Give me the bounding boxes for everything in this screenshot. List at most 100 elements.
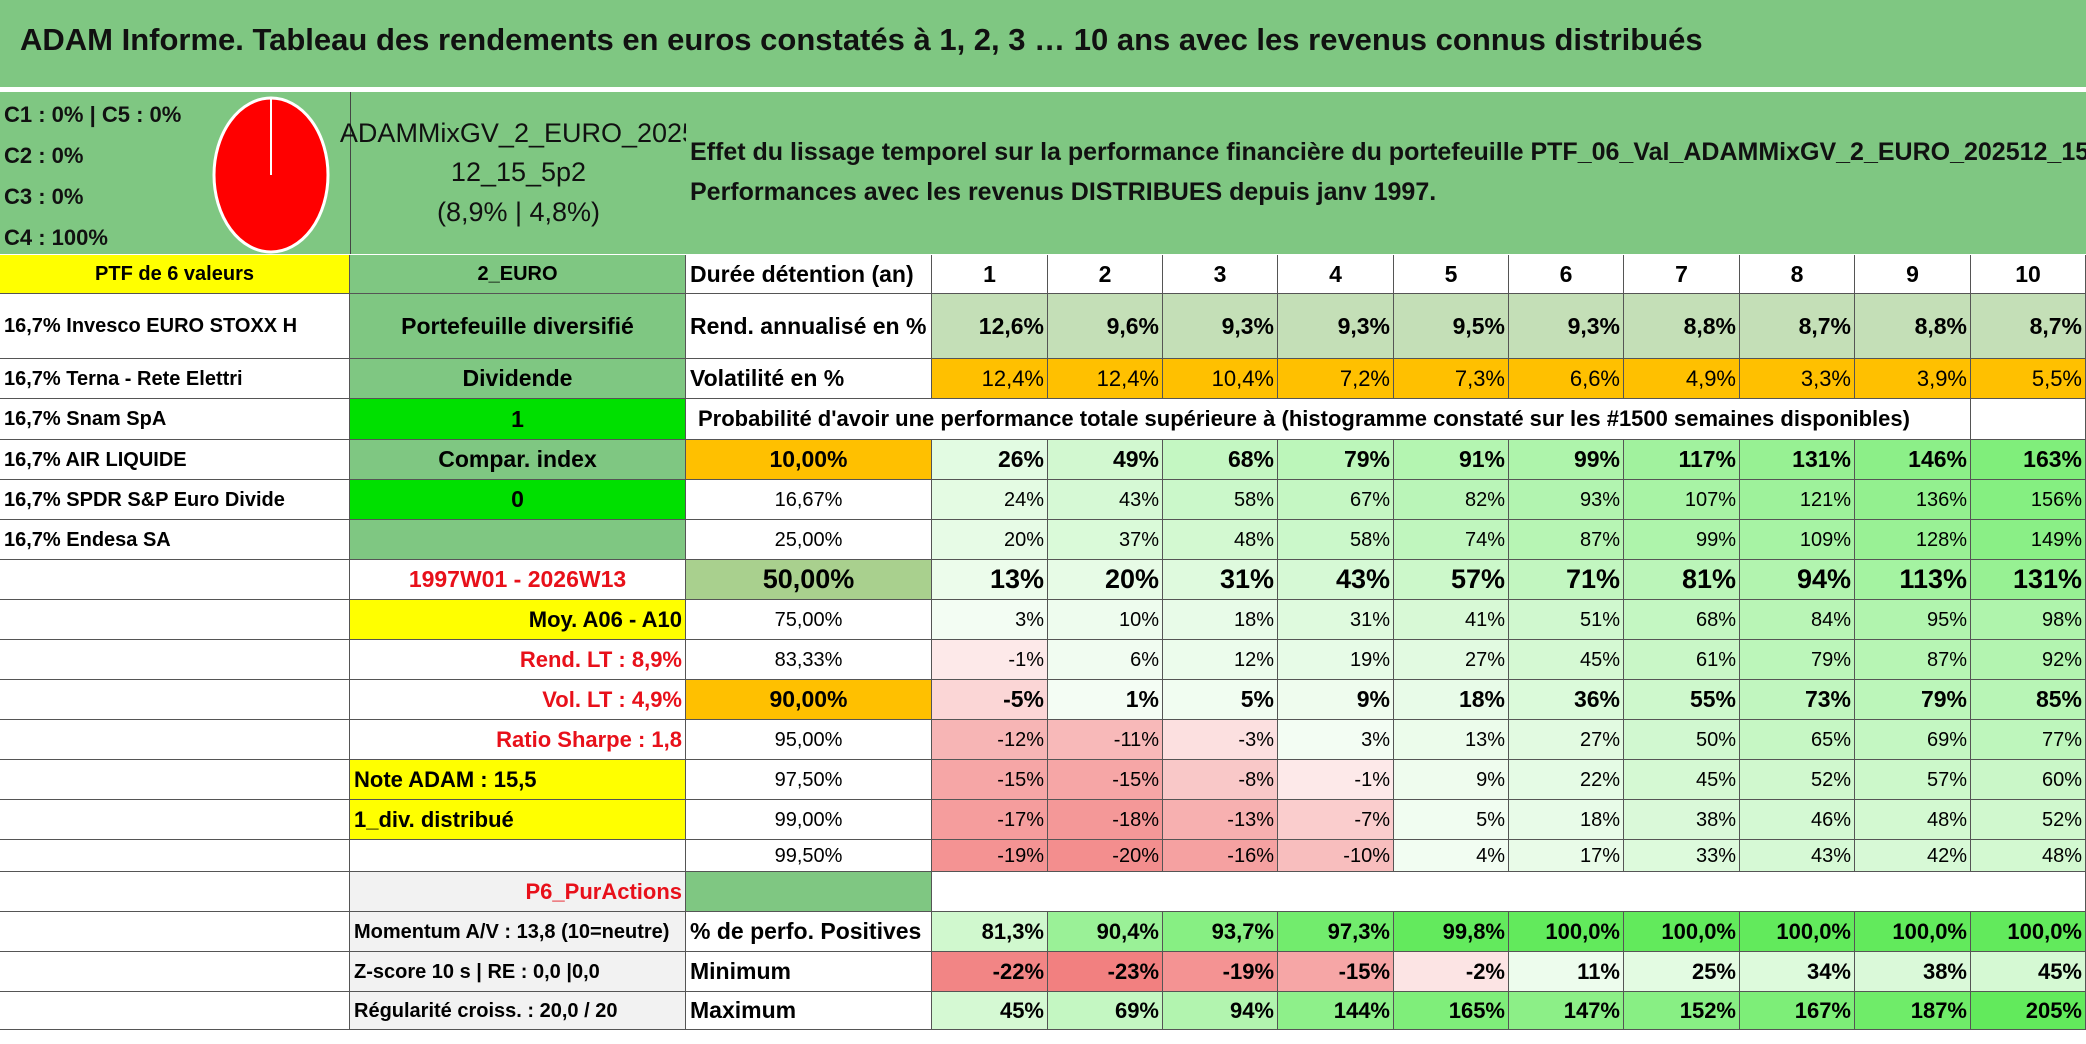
prob-value[interactable]: 13% [1394, 720, 1509, 760]
prob-value[interactable]: 131% [1740, 440, 1855, 480]
prob-threshold[interactable]: 10,00% [686, 440, 932, 480]
prob-value[interactable]: 81% [1624, 560, 1740, 600]
prob-value[interactable]: 45% [1509, 640, 1624, 680]
year-header[interactable]: 10 [1971, 255, 2086, 294]
min-value[interactable]: -22% [932, 952, 1048, 992]
holding-item[interactable]: 16,7% AIR LIQUIDE [0, 440, 350, 480]
empty-cell[interactable] [0, 560, 350, 600]
dividend-value[interactable]: 1 [350, 399, 686, 440]
prob-value[interactable]: -11% [1048, 720, 1163, 760]
prob-value[interactable]: -13% [1163, 800, 1278, 840]
prob-value[interactable]: 3% [932, 600, 1048, 640]
prob-value[interactable]: 99% [1624, 520, 1740, 560]
prob-value[interactable]: 57% [1855, 760, 1971, 800]
min-label[interactable]: Minimum [686, 952, 932, 992]
rend-value[interactable]: 9,3% [1509, 294, 1624, 359]
empty-cell[interactable] [1971, 399, 2086, 440]
prob-value[interactable]: 128% [1855, 520, 1971, 560]
max-value[interactable]: 69% [1048, 992, 1163, 1030]
prob-value[interactable]: 58% [1278, 520, 1394, 560]
prob-value[interactable]: 41% [1394, 600, 1509, 640]
dividend-label[interactable]: Dividende [350, 359, 686, 399]
max-value[interactable]: 152% [1624, 992, 1740, 1030]
rend-label[interactable]: Rend. annualisé en % [686, 294, 932, 359]
prob-value[interactable]: 5% [1394, 800, 1509, 840]
prob-value[interactable]: -7% [1278, 800, 1394, 840]
prob-value[interactable]: -17% [932, 800, 1048, 840]
empty-green-cell[interactable] [350, 520, 686, 560]
prob-threshold[interactable]: 83,33% [686, 640, 932, 680]
compar-value[interactable]: 0 [350, 480, 686, 520]
empty-cell[interactable] [0, 800, 350, 840]
holding-item[interactable]: 16,7% Endesa SA [0, 520, 350, 560]
empty-cell[interactable] [0, 760, 350, 800]
empty-cell[interactable] [0, 600, 350, 640]
prob-threshold[interactable]: 90,00% [686, 680, 932, 720]
holding-item[interactable]: 16,7% Terna - Rete Elettri [0, 359, 350, 399]
prob-value[interactable]: 19% [1278, 640, 1394, 680]
prob-value[interactable]: 48% [1855, 800, 1971, 840]
prob-value[interactable]: 79% [1740, 640, 1855, 680]
prob-value[interactable]: -5% [932, 680, 1048, 720]
prob-value[interactable]: 79% [1855, 680, 1971, 720]
max-value[interactable]: 187% [1855, 992, 1971, 1030]
prob-value[interactable]: 87% [1855, 640, 1971, 680]
prob-value[interactable]: -19% [932, 840, 1048, 872]
prob-threshold[interactable]: 95,00% [686, 720, 932, 760]
prob-value[interactable]: 31% [1163, 560, 1278, 600]
prob-value[interactable]: 5% [1163, 680, 1278, 720]
prob-value[interactable]: 3% [1278, 720, 1394, 760]
empty-cell[interactable] [0, 952, 350, 992]
prob-value[interactable]: 1% [1048, 680, 1163, 720]
vol-value[interactable]: 3,9% [1855, 359, 1971, 399]
prob-value[interactable]: 12% [1163, 640, 1278, 680]
max-value[interactable]: 167% [1740, 992, 1855, 1030]
rend-value[interactable]: 8,7% [1971, 294, 2086, 359]
prob-value[interactable]: 9% [1278, 680, 1394, 720]
prob-value[interactable]: 117% [1624, 440, 1740, 480]
prob-value[interactable]: 121% [1740, 480, 1855, 520]
prob-title[interactable]: Probabilité d'avoir une performance tota… [686, 399, 1971, 440]
p6-label[interactable]: P6_PurActions [350, 872, 686, 912]
rend-value[interactable]: 9,5% [1394, 294, 1509, 359]
pos-value[interactable]: 100,0% [1509, 912, 1624, 952]
prob-value[interactable]: 33% [1624, 840, 1740, 872]
prob-value[interactable]: 149% [1971, 520, 2086, 560]
prob-value[interactable]: 69% [1855, 720, 1971, 760]
prob-value[interactable]: 79% [1278, 440, 1394, 480]
prob-value[interactable]: 94% [1740, 560, 1855, 600]
min-value[interactable]: 25% [1624, 952, 1740, 992]
prob-value[interactable]: 92% [1971, 640, 2086, 680]
prob-value[interactable]: 95% [1855, 600, 1971, 640]
prob-value[interactable]: -8% [1163, 760, 1278, 800]
max-value[interactable]: 205% [1971, 992, 2086, 1030]
rend-value[interactable]: 12,6% [932, 294, 1048, 359]
holding-item[interactable]: 16,7% Invesco EURO STOXX H [0, 294, 350, 359]
prob-value[interactable]: -1% [1278, 760, 1394, 800]
prob-value[interactable]: -10% [1278, 840, 1394, 872]
zscore-label[interactable]: Z-score 10 s | RE : 0,0 |0,0 [350, 952, 686, 992]
prob-threshold[interactable]: 75,00% [686, 600, 932, 640]
rend-value[interactable]: 9,3% [1163, 294, 1278, 359]
vol-value[interactable]: 10,4% [1163, 359, 1278, 399]
prob-value[interactable]: 107% [1624, 480, 1740, 520]
empty-cell[interactable] [0, 720, 350, 760]
max-value[interactable]: 45% [932, 992, 1048, 1030]
moy-label[interactable]: Moy. A06 - A10 [350, 600, 686, 640]
pos-value[interactable]: 100,0% [1740, 912, 1855, 952]
prob-value[interactable]: 71% [1509, 560, 1624, 600]
currency-label[interactable]: 2_EURO [350, 255, 686, 294]
prob-value[interactable]: 82% [1394, 480, 1509, 520]
vol-label[interactable]: Volatilité en % [686, 359, 932, 399]
prob-value[interactable]: 84% [1740, 600, 1855, 640]
sharpe-label[interactable]: Ratio Sharpe : 1,8 [350, 720, 686, 760]
pos-value[interactable]: 99,8% [1394, 912, 1509, 952]
prob-value[interactable]: 20% [932, 520, 1048, 560]
prob-value[interactable]: 60% [1971, 760, 2086, 800]
pos-value[interactable]: 81,3% [932, 912, 1048, 952]
prob-value[interactable]: 52% [1740, 760, 1855, 800]
prob-value[interactable]: 6% [1048, 640, 1163, 680]
vol-value[interactable]: 5,5% [1971, 359, 2086, 399]
max-value[interactable]: 144% [1278, 992, 1394, 1030]
prob-threshold[interactable]: 97,50% [686, 760, 932, 800]
